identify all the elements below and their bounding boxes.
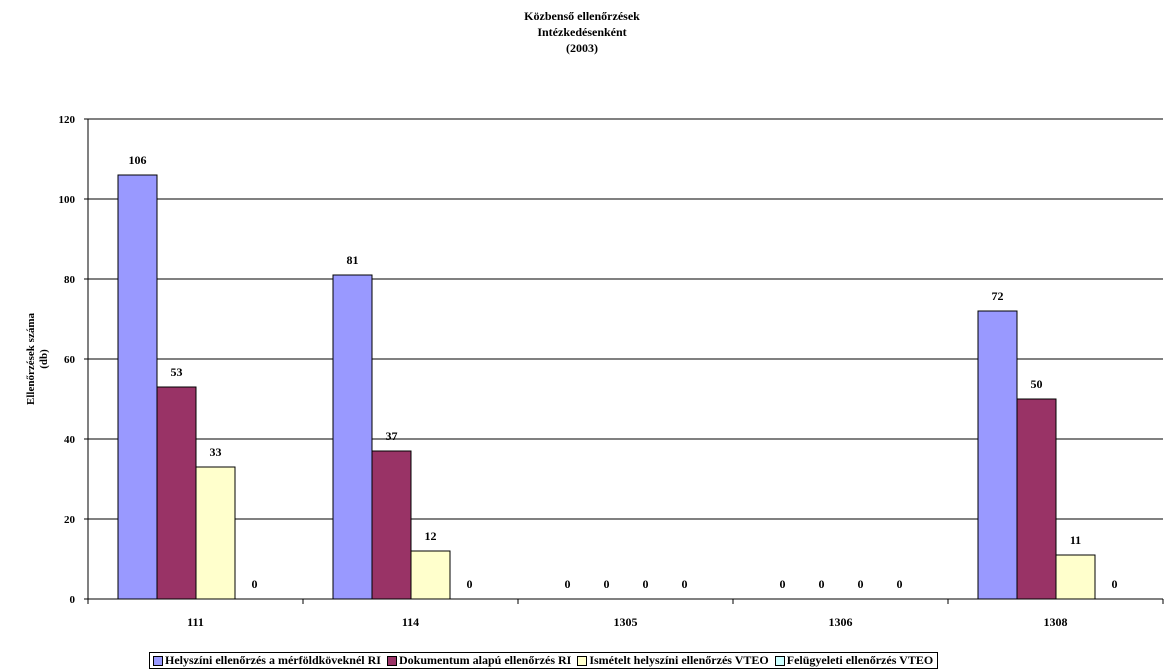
data-label: 106 — [129, 153, 147, 167]
y-axis-label-line-2: (db) — [38, 349, 50, 369]
data-label: 0 — [643, 577, 649, 591]
gridlines — [88, 118, 1163, 520]
data-label: 81 — [347, 253, 359, 267]
data-label: 33 — [210, 445, 222, 459]
data-label: 0 — [682, 577, 688, 591]
y-tick-label: 40 — [64, 434, 76, 446]
legend: Helyszíni ellenőrzés a mérföldköveknél R… — [149, 652, 939, 669]
data-labels: 106 81 0 0 72 53 37 0 0 50 33 12 0 0 11 0 0 0 0 0 — [129, 153, 1118, 591]
chart-title: Közbenső ellenőrzések Intézkedésenként (… — [0, 8, 1164, 56]
y-axis-label-line-1: Ellenőrzések száma — [25, 313, 37, 405]
y-tick-label: 120 — [59, 114, 76, 126]
data-label: 0 — [252, 577, 258, 591]
data-label: 12 — [425, 529, 437, 543]
legend-swatch — [386, 655, 397, 666]
bar — [1016, 398, 1057, 600]
legend-label: Helyszíni ellenőrzés a mérföldköveknél R… — [165, 653, 381, 667]
y-tick-label: 80 — [64, 274, 76, 286]
data-label: 50 — [1031, 377, 1043, 391]
legend-item: Ismételt helyszíni ellenőrzés VTEO — [577, 653, 769, 668]
bar — [332, 274, 373, 600]
x-tick-label: 1306 — [829, 615, 853, 629]
legend-label: Dokumentum alapú ellenőrzés RI — [398, 653, 572, 667]
data-label: 37 — [386, 429, 398, 443]
legend-swatch — [577, 655, 588, 666]
y-tick-label: 60 — [64, 354, 76, 366]
data-label: 72 — [992, 289, 1004, 303]
bars — [117, 174, 1096, 600]
chart-title-line-3: (2003) — [566, 41, 598, 55]
y-tick-label: 100 — [59, 194, 76, 206]
legend-item: Dokumentum alapú ellenőrzés RI — [386, 653, 572, 668]
data-label: 0 — [604, 577, 610, 591]
data-label: 0 — [780, 577, 786, 591]
data-label: 0 — [897, 577, 903, 591]
legend-item: Helyszíni ellenőrzés a mérföldköveknél R… — [153, 653, 381, 668]
bar — [156, 386, 197, 600]
legend-swatch — [774, 655, 785, 666]
data-label: 0 — [819, 577, 825, 591]
legend-label: Felügyeleti ellenőrzés VTEO — [786, 653, 934, 667]
chart-title-line-2: Intézkedésenként — [537, 25, 627, 39]
legend-item: Felügyeleti ellenőrzés VTEO — [774, 653, 934, 668]
legend-label: Ismételt helyszíni ellenőrzés VTEO — [589, 653, 769, 667]
bar — [1055, 554, 1096, 600]
bar — [977, 310, 1018, 600]
chart-title-line-1: Közbenső ellenőrzések — [524, 9, 640, 23]
x-tick-label: 114 — [402, 615, 419, 629]
x-tick-label: 111 — [187, 615, 204, 629]
data-label: 11 — [1070, 533, 1081, 547]
data-label: 0 — [565, 577, 571, 591]
legend-swatch — [153, 655, 163, 666]
axes — [84, 118, 1164, 604]
data-label: 53 — [171, 365, 183, 379]
bar — [371, 450, 412, 600]
data-label: 0 — [467, 577, 473, 591]
y-tick-label: 0 — [70, 594, 76, 606]
bar — [117, 174, 158, 600]
data-label: 0 — [858, 577, 864, 591]
x-tick-label: 1308 — [1044, 615, 1068, 629]
bar — [410, 550, 451, 600]
bar — [195, 466, 236, 600]
data-label: 0 — [1112, 577, 1118, 591]
x-tick-label: 1305 — [614, 615, 638, 629]
y-tick-label: 20 — [64, 514, 76, 526]
